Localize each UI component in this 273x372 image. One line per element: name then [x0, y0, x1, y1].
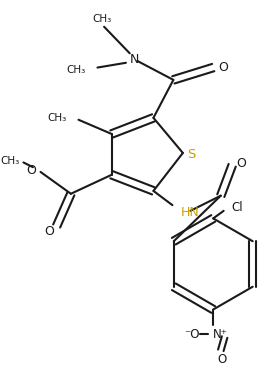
Text: O: O [237, 157, 247, 170]
Text: HN: HN [181, 206, 200, 219]
Text: CH₃: CH₃ [0, 155, 20, 166]
Text: S: S [187, 148, 195, 161]
Text: N: N [130, 54, 139, 67]
Text: CH₃: CH₃ [67, 65, 86, 76]
Text: O: O [217, 353, 226, 366]
Text: O: O [26, 164, 36, 177]
Text: ⁻O: ⁻O [185, 328, 200, 341]
Text: CH₃: CH₃ [93, 14, 112, 24]
Text: N⁺: N⁺ [213, 328, 228, 341]
Text: O: O [218, 61, 228, 74]
Text: Cl: Cl [231, 201, 243, 214]
Text: CH₃: CH₃ [48, 113, 67, 123]
Text: O: O [44, 225, 54, 238]
